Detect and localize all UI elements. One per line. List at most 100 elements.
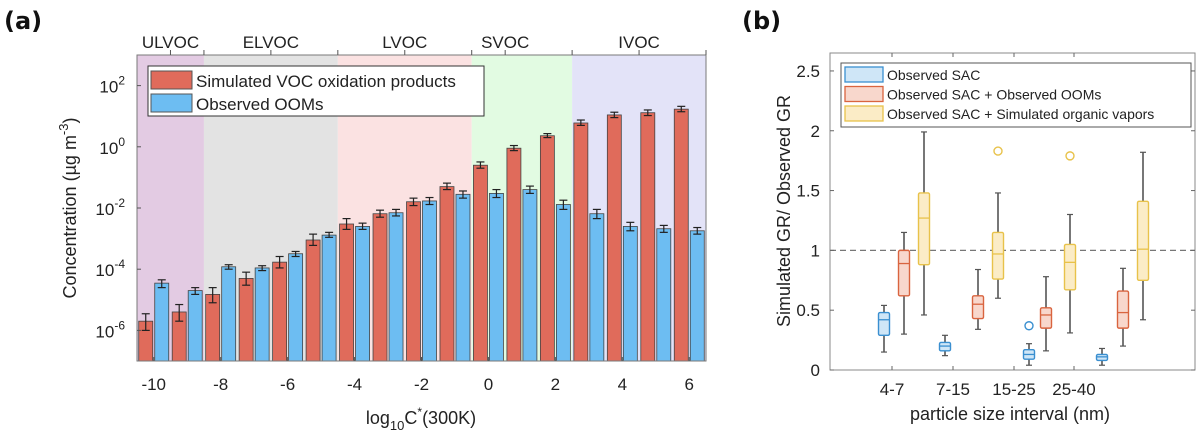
xlabel-sub: 10 [390, 418, 404, 433]
box [1063, 243, 1077, 291]
panel-a-legend-box [147, 65, 485, 117]
bar-simulated [406, 201, 421, 362]
bar-observed [288, 253, 304, 362]
x-tick-label: 7-15 [936, 380, 970, 399]
volatility-label-ivoc: IVOC [618, 33, 660, 52]
panel-b-axes-frame [829, 52, 1196, 371]
x-tick-label: 6 [685, 375, 694, 394]
volatility-label-elvoc: ELVOC [243, 33, 299, 52]
box [917, 192, 931, 266]
ylabel-pre: Concentration (µg m [60, 135, 80, 298]
legend-swatch-simulated [150, 70, 193, 90]
xlabel-post: (300K) [422, 408, 476, 428]
panel-b-ticks: 0 0.5 1 1.5 2 2.5 4-7 7-15 15-25 25-40 [796, 53, 1195, 399]
legend-swatch [844, 105, 884, 122]
x-tick-label: 4-7 [880, 380, 905, 399]
x-tick-label: 0 [484, 375, 493, 394]
box [1136, 200, 1150, 281]
bar-observed [555, 204, 571, 362]
xlabel-sup: * [417, 405, 422, 419]
bar-simulated [339, 223, 354, 362]
box [991, 231, 1005, 280]
ylabel-post: ) [60, 117, 80, 123]
x-tick-label: 25-40 [1052, 380, 1095, 399]
y-tick-label: 0 [811, 361, 820, 380]
bar-simulated [305, 239, 321, 362]
bar-simulated [539, 135, 555, 362]
y-tick-label: 2.5 [796, 62, 820, 81]
bar-observed [187, 290, 203, 362]
y-tick-label: 0.5 [796, 301, 820, 320]
y-tick-label: 102 [99, 74, 125, 97]
outlier-point [1065, 151, 1075, 161]
legend-label-simulated: Simulated VOC oxidation products [196, 72, 456, 91]
volatility-label-lvoc: LVOC [382, 33, 427, 52]
bar-simulated [573, 122, 589, 362]
bar-observed [455, 193, 471, 362]
bar-simulated [640, 112, 656, 362]
bar-observed [254, 267, 270, 362]
bar-simulated [439, 186, 455, 362]
box [897, 249, 911, 297]
bar-observed [522, 189, 538, 362]
bar-observed [388, 212, 404, 362]
bar-simulated [506, 147, 522, 362]
legend-swatch [844, 66, 884, 83]
y-tick-label: 1.5 [796, 182, 820, 201]
x-tick-label: -2 [414, 375, 429, 394]
xlabel-mid: C [404, 408, 417, 428]
y-tick-label: 10-2 [95, 196, 125, 219]
x-tick-label: -6 [280, 375, 295, 394]
y-tick-label: 2 [811, 122, 820, 141]
panel-b-label: (b) [742, 7, 781, 35]
bar-simulated [238, 278, 254, 362]
bar-observed [589, 213, 605, 362]
bar-simulated [205, 294, 221, 362]
legend-swatch-observed [150, 93, 193, 113]
panel-b-legend-box [840, 62, 1192, 128]
bar-simulated [372, 213, 388, 362]
legend-swatch [844, 85, 884, 103]
outlier-point [1024, 321, 1034, 331]
panel-b-y-axis-label: Simulated GR/ Observed GR [774, 95, 794, 327]
bar-observed [154, 282, 170, 362]
x-tick-label: -4 [347, 375, 362, 394]
y-tick-label: 10-4 [95, 257, 125, 280]
bar-observed [622, 226, 638, 362]
box [971, 295, 985, 320]
bar-simulated [272, 261, 288, 362]
panel-a-volatility-labels: ULVOC ELVOC LVOC SVOC IVOC [142, 33, 707, 55]
legend-label: Observed SAC [887, 67, 980, 83]
x-tick-label: -10 [141, 375, 166, 394]
x-tick-label: 15-25 [992, 380, 1035, 399]
bar-observed [422, 200, 437, 362]
y-tick-label: 100 [99, 135, 125, 158]
y-tick-label: 1 [811, 241, 820, 260]
volatility-label-svoc: SVOC [481, 33, 529, 52]
x-tick-label: -8 [213, 375, 228, 394]
legend-label: Observed SAC + Simulated organic vapors [887, 106, 1154, 122]
panel-a-ticks: -10 -8 -6 -4 -2 0 2 4 6 102 100 10-2 10-4 10-6 [95, 74, 694, 394]
bar-simulated [673, 108, 689, 362]
panel-b-x-axis-label: particle size interval (nm) [910, 404, 1110, 424]
panel-b-boxes [877, 131, 1150, 366]
box [877, 311, 891, 337]
xlabel-pre: log [366, 408, 390, 428]
legend-label: Observed SAC + Observed OOMs [887, 87, 1101, 103]
panel-a-label: (a) [4, 7, 42, 35]
panel-b-legend: Observed SAC Observed SAC + Observed OOMs… [840, 62, 1192, 128]
panel-a-x-axis-label: log10C*(300K) [366, 405, 476, 433]
outlier-point [993, 146, 1003, 156]
panel-a-y-axis-label: Concentration (µg m-3) [56, 117, 80, 298]
panel-a-legend: Simulated VOC oxidation products Observe… [147, 65, 485, 117]
y-tick-label: 10-6 [95, 318, 125, 341]
bar-observed [489, 193, 504, 362]
box [1116, 290, 1130, 329]
volatility-label-ulvoc: ULVOC [142, 33, 199, 52]
bar-observed [321, 234, 337, 362]
ylabel-sup: -3 [56, 123, 71, 135]
bar-simulated [473, 164, 488, 362]
bar-simulated [606, 114, 622, 362]
x-tick-label: 4 [618, 375, 627, 394]
